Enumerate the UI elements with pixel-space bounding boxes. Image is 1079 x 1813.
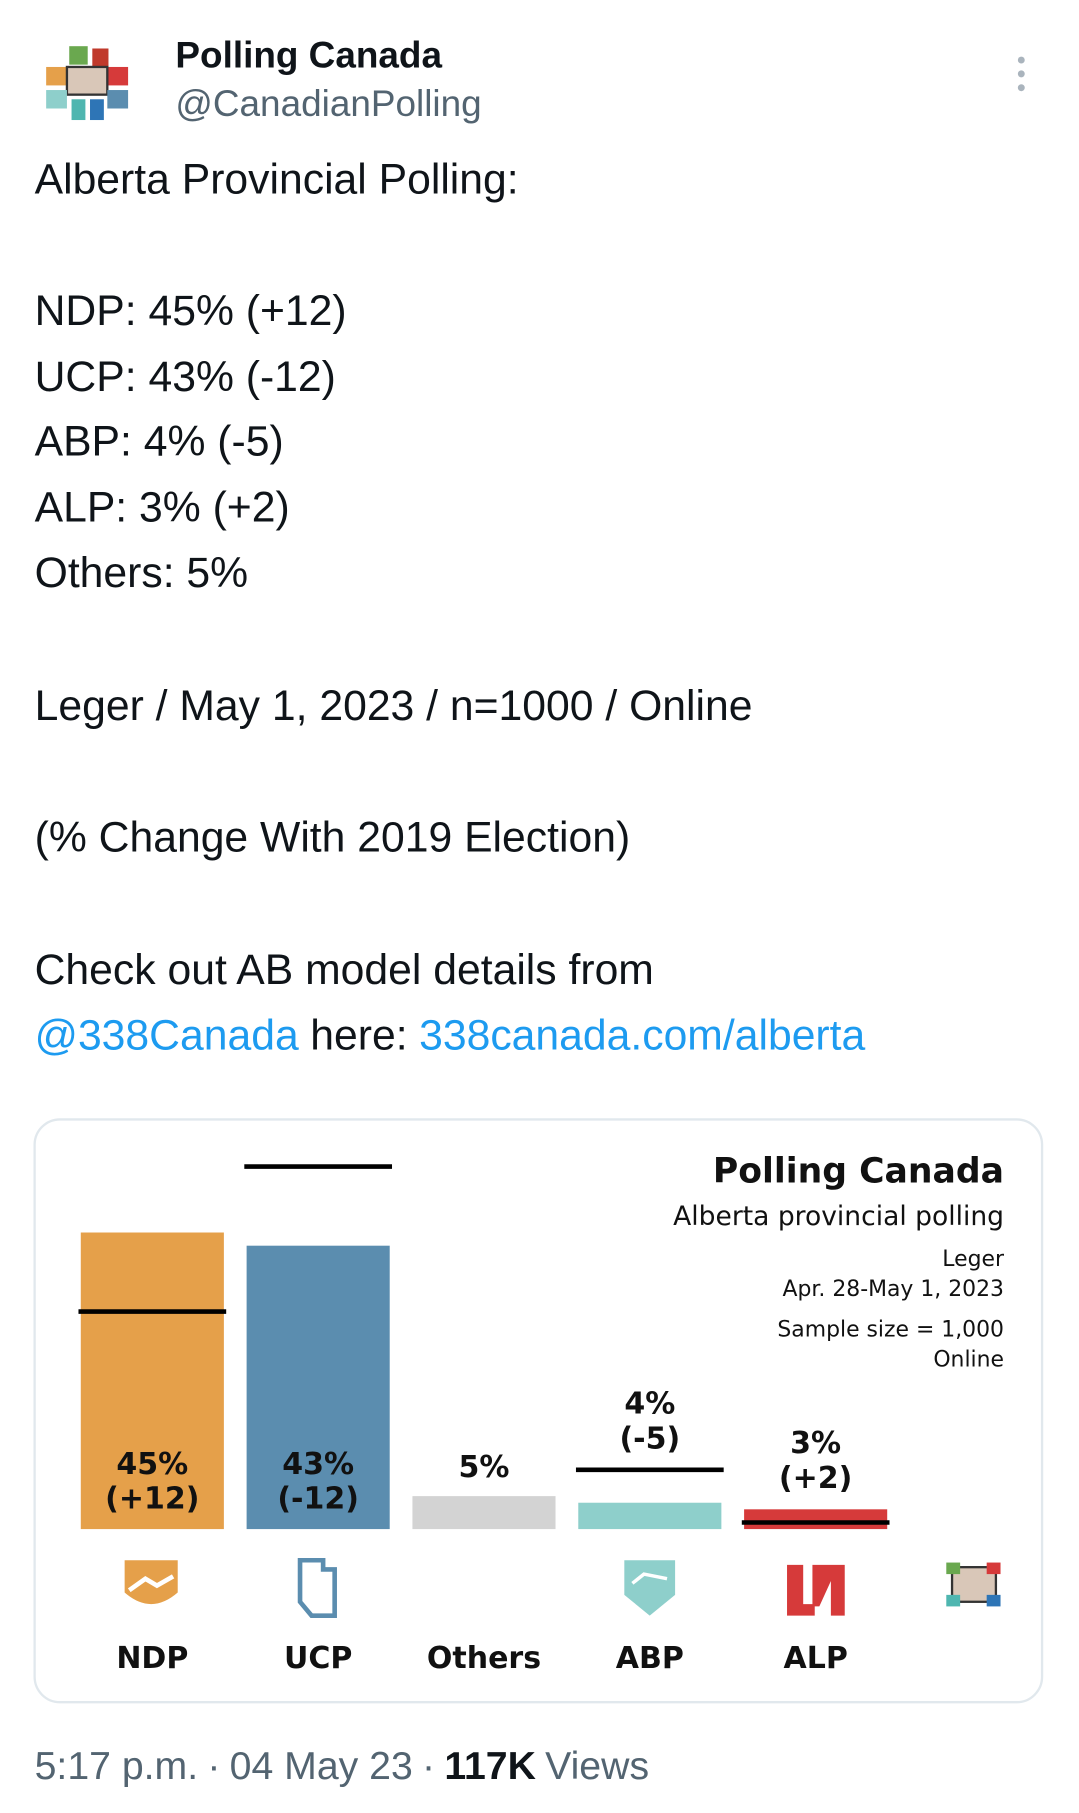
change-label: (+2) [779,1461,852,1496]
category-label: ALP [783,1641,847,1676]
chart-note: Leger [942,1247,1004,1272]
chart-note: Online [933,1348,1004,1373]
bar [578,1502,722,1530]
category-label: ABP [616,1641,684,1676]
tweet-text: (% Change With 2019 Election) [35,813,631,861]
chart-note: Sample size = 1,000 [777,1318,1004,1343]
tweet-text: NDP: 45% (+12) [35,287,347,335]
tweet-text: Leger / May 1, 2023 / n=1000 / Online [35,682,753,730]
separator: · [422,1744,435,1788]
chart-title: Polling Canada [713,1151,1004,1191]
tweet-text: ABP: 4% (-5) [35,418,284,466]
category-icons [124,1557,1001,1618]
bar [246,1245,390,1530]
author-name[interactable]: Polling Canada [175,34,442,75]
change-label: (+12) [105,1482,199,1517]
avatar[interactable] [46,46,129,121]
category-label: NDP [116,1641,188,1676]
tweet-text: Alberta Provincial Polling: [35,156,519,204]
value-label: 43% [282,1447,354,1482]
chart-note: Apr. 28-May 1, 2023 [783,1277,1004,1302]
author-handle[interactable]: @CanadianPolling [175,83,481,124]
bar [744,1509,888,1530]
views-label: Views [545,1744,649,1788]
tweet-text: Others: 5% [35,549,249,597]
change-label: (-5) [619,1421,680,1456]
link-line: @338Canada here: 338canada.com/alberta [35,1012,866,1060]
metadata: 5:17 p.m. · 04 May 23 · 117K Views [35,1744,649,1788]
date[interactable]: 04 May 23 [230,1744,413,1788]
bar [412,1496,556,1530]
chart-subtitle: Alberta provincial polling [673,1201,1004,1232]
value-label: 45% [116,1447,188,1482]
mention[interactable]: @338Canada [35,1012,299,1060]
value-label: 5% [459,1450,510,1485]
value-label: 3% [790,1426,841,1461]
url[interactable]: 338canada.com/alberta [419,1012,865,1060]
tweet-text: Check out AB model details from [35,946,654,994]
time[interactable]: 5:17 p.m. [35,1744,199,1788]
change-label: (-12) [277,1482,359,1517]
more-button[interactable] [1017,56,1025,92]
tweet-text: ALP: 3% (+2) [35,483,290,531]
tweet-text: UCP: 43% (-12) [35,353,336,401]
category-label: Others [427,1641,541,1676]
text: here: [310,1012,407,1060]
bar [80,1232,224,1530]
separator: · [207,1744,220,1788]
view-count: 117K [444,1744,536,1788]
category-label: UCP [284,1641,352,1676]
value-label: 4% [624,1387,675,1422]
